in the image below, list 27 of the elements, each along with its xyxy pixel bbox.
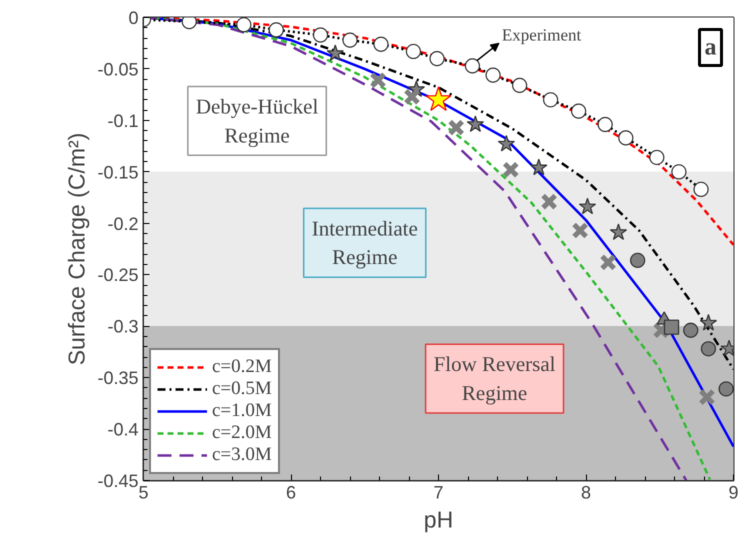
legend-label: c=0.2M <box>212 356 272 378</box>
y-tick-label: -0.05 <box>97 59 139 80</box>
y-tick-label: -0.45 <box>97 471 139 491</box>
band-label: Intermediate Regime <box>312 216 418 270</box>
y-tick-label: -0.25 <box>97 265 139 286</box>
y-tick-label: -0.1 <box>107 110 139 131</box>
x-tick-label: 7 <box>433 482 444 502</box>
y-tick-label: -0.15 <box>97 162 139 182</box>
legend-label: c=1.0M <box>212 400 272 422</box>
band-label: Flow Reversal Regime <box>434 352 556 406</box>
y-axis-title: Surface Charge (C/m²) <box>63 132 90 366</box>
y-tick-label: -0.4 <box>107 420 139 440</box>
band-label: Debye-Hückel Regime <box>196 94 318 148</box>
x-tick-label: 6 <box>286 482 296 502</box>
legend-label: c=0.5M <box>212 378 272 400</box>
y-tick-label: -0.2 <box>107 214 139 234</box>
annotation: a <box>704 34 716 60</box>
legend-label: c=2.0M <box>212 422 272 444</box>
x-tick-label: 9 <box>728 482 739 502</box>
y-tick-label: 0 <box>128 8 139 28</box>
x-tick-label: 5 <box>138 482 149 502</box>
annotation: Experiment <box>502 25 582 44</box>
y-tick-label: -0.3 <box>107 316 139 337</box>
x-axis-title: pH <box>424 506 454 532</box>
x-tick-label: 8 <box>580 482 592 502</box>
y-tick-label: -0.35 <box>97 368 139 388</box>
legend-label: c=3.0M <box>212 444 272 466</box>
